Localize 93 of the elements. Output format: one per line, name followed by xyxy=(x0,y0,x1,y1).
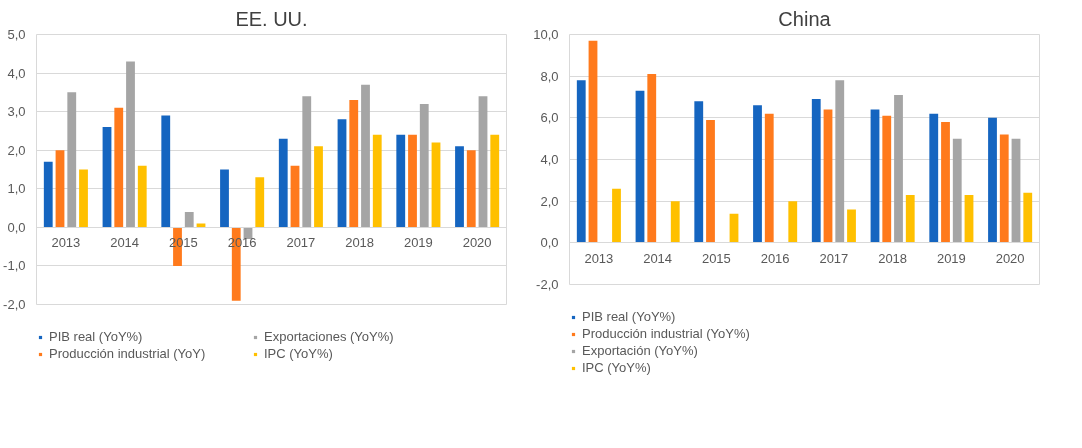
bar xyxy=(823,109,833,243)
y-tick-label: 5,0 xyxy=(7,27,26,42)
bar xyxy=(126,61,135,228)
y-tick-label: 4,0 xyxy=(540,152,559,167)
bar xyxy=(290,165,300,228)
x-tick-label: 2015 xyxy=(701,250,731,266)
chart-title: EE. UU. xyxy=(235,7,308,30)
bar xyxy=(952,138,962,243)
bar xyxy=(137,165,147,228)
x-tick-label: 2017 xyxy=(819,250,849,266)
bar xyxy=(588,40,598,243)
bar xyxy=(811,99,821,243)
x-tick-label: 2016 xyxy=(760,250,790,266)
y-tick-label: 2,0 xyxy=(540,193,559,209)
bar xyxy=(337,119,347,228)
bar xyxy=(1023,192,1033,243)
x-tick-label: 2014 xyxy=(643,250,673,266)
legend-label: PIB real (YoY%) xyxy=(49,329,144,344)
y-tick-label: -2,0 xyxy=(536,277,559,292)
bar xyxy=(753,105,762,243)
bar xyxy=(184,211,194,228)
x-tick-label: 2019 xyxy=(403,235,433,251)
bar xyxy=(161,115,171,228)
x-tick-label: 2013 xyxy=(51,235,81,251)
bar xyxy=(255,177,265,228)
bar xyxy=(894,94,903,243)
legend-label: Exportación (YoY%) xyxy=(582,343,698,358)
bar xyxy=(870,109,880,243)
y-tick-label: 6,0 xyxy=(540,110,559,126)
bar xyxy=(635,90,645,243)
y-tick-label: -2,0 xyxy=(3,297,26,312)
bar xyxy=(419,103,429,228)
bar xyxy=(431,142,441,228)
bar xyxy=(361,84,370,228)
bar xyxy=(102,127,112,228)
bar xyxy=(466,150,476,228)
bar xyxy=(372,134,382,228)
bar xyxy=(79,169,88,228)
legend-label: PIB real (YoY%) xyxy=(582,309,676,324)
bar xyxy=(349,100,359,228)
bar xyxy=(835,80,845,243)
bar xyxy=(302,96,312,228)
x-tick-label: 2020 xyxy=(462,235,492,251)
x-tick-label: 2018 xyxy=(345,235,375,251)
bar xyxy=(788,201,798,243)
legend-label: Producción industrial (YoY) xyxy=(49,346,207,361)
y-tick-label: 4,0 xyxy=(7,65,26,81)
x-tick-label: 2020 xyxy=(995,250,1025,266)
bar xyxy=(43,161,53,228)
y-tick-label: 0,0 xyxy=(7,219,26,235)
y-tick-label: 2,0 xyxy=(7,142,26,158)
bar xyxy=(764,113,774,243)
x-tick-label: 2014 xyxy=(110,235,140,251)
bar xyxy=(478,96,488,228)
bar xyxy=(988,117,997,243)
x-tick-label: 2019 xyxy=(936,250,966,266)
bar xyxy=(576,80,586,243)
legend-label: Exportaciones (YoY%) xyxy=(264,329,395,344)
y-tick-label: -1,0 xyxy=(3,258,26,274)
legend-label: IPC (YoY%) xyxy=(264,346,334,361)
bar xyxy=(706,119,715,243)
bar xyxy=(670,201,680,243)
bar xyxy=(55,150,65,228)
legend-label: IPC (YoY%) xyxy=(582,360,651,375)
bar xyxy=(278,138,288,228)
y-tick-label: 10,0 xyxy=(533,27,559,42)
x-tick-label: 2018 xyxy=(878,250,908,266)
bar xyxy=(905,194,915,243)
y-tick-label: 3,0 xyxy=(7,104,26,120)
bar xyxy=(455,146,464,228)
bar xyxy=(396,134,406,228)
x-tick-label: 2013 xyxy=(584,250,614,266)
bar xyxy=(941,122,950,243)
chart-title: China xyxy=(778,7,832,30)
bar xyxy=(929,113,939,243)
x-tick-label: 2017 xyxy=(286,235,316,251)
y-tick-label: 0,0 xyxy=(540,235,559,251)
bar xyxy=(882,115,892,243)
bar xyxy=(314,146,323,228)
bar xyxy=(999,134,1009,243)
bar xyxy=(1011,138,1021,243)
bar xyxy=(408,134,417,228)
y-tick-label: 1,0 xyxy=(7,181,26,197)
bar xyxy=(67,92,77,228)
bar xyxy=(220,169,229,228)
bar xyxy=(114,107,124,228)
bar xyxy=(490,134,500,228)
legend-label: Producción industrial (YoY%) xyxy=(582,326,750,341)
bar xyxy=(647,74,657,243)
y-tick-label: 8,0 xyxy=(540,68,559,84)
bar xyxy=(612,188,621,243)
bar xyxy=(847,209,856,243)
bar xyxy=(694,101,704,243)
